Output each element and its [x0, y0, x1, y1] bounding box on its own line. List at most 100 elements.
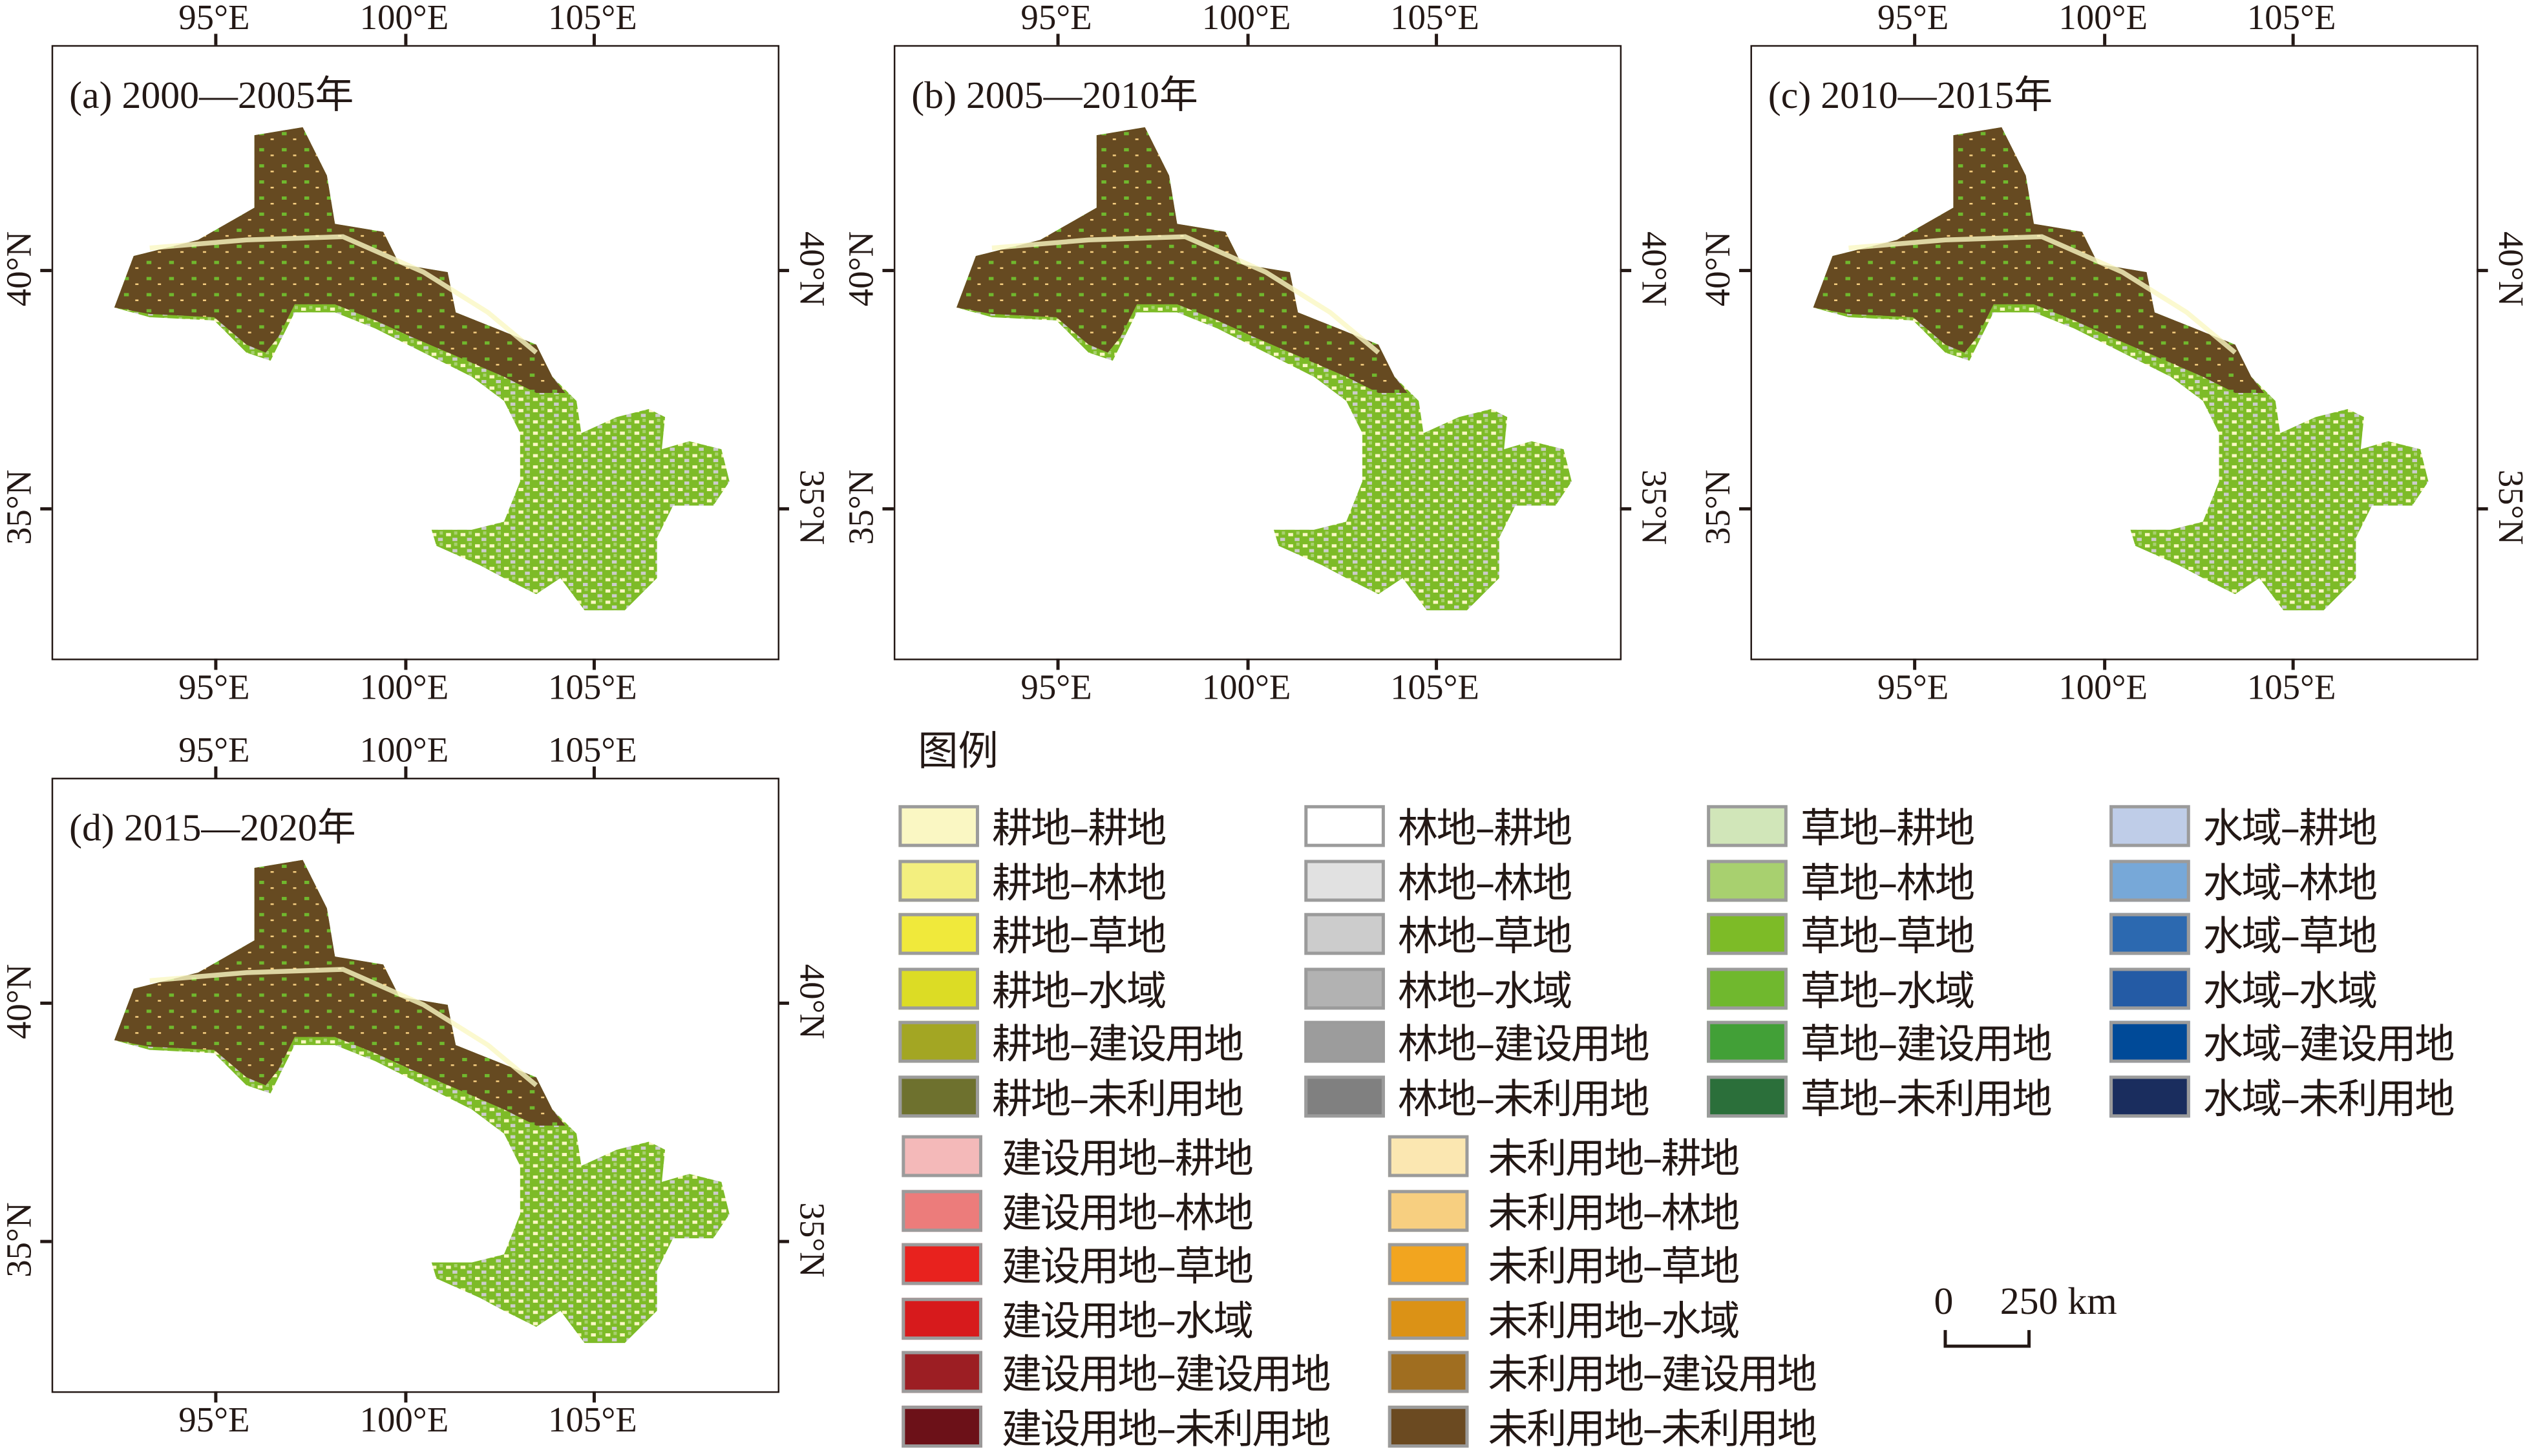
legend-item: 建设用地–林地: [902, 1189, 1254, 1236]
lon-tick-label-top: 100°E: [359, 729, 449, 770]
lon-tick-mark: [1435, 34, 1437, 45]
lat-tick-label-left: 35°N: [0, 1202, 39, 1278]
lon-tick-label-bottom: 100°E: [2058, 666, 2148, 707]
legend-item: 建设用地–耕地: [902, 1135, 1254, 1182]
legend-swatch: [2109, 913, 2190, 956]
legend-label: 水域–林地: [2203, 859, 2378, 906]
lon-tick-label-bottom: 95°E: [178, 1399, 250, 1440]
legend-label: 水域–建设用地: [2203, 1021, 2455, 1068]
lat-tick-label-right: 40°N: [1634, 231, 1675, 307]
lon-tick-label-top: 105°E: [1390, 0, 1479, 37]
legend-item: 水域–草地: [2109, 913, 2378, 960]
legend-item: 耕地–林地: [898, 859, 1167, 906]
lat-tick-mark: [882, 507, 894, 510]
legend-item: 草地–耕地: [1707, 805, 1975, 852]
gansu-land-use-map: [956, 127, 1572, 611]
legend-item: 水域–水域: [2109, 967, 2378, 1014]
panel-title: (c) 2010—2015年: [1768, 76, 2053, 118]
legend-item: 草地–未利用地: [1707, 1075, 2053, 1123]
legend-swatch: [902, 1189, 982, 1232]
legend-label: 建设用地–草地: [1001, 1243, 1254, 1291]
map-panel-b: (b) 2005—2010年: [893, 45, 1622, 660]
lon-tick-mark: [404, 659, 407, 670]
legend-swatch: [1304, 805, 1385, 847]
lon-tick-label-top: 100°E: [1201, 0, 1291, 37]
lon-tick-label-bottom: 105°E: [548, 1399, 637, 1440]
lon-tick-label-bottom: 95°E: [1020, 666, 1092, 707]
panel-title: (b) 2005—2010年: [911, 76, 1198, 118]
legend-label: 林地–耕地: [1397, 805, 1572, 852]
legend-item: 林地–林地: [1304, 859, 1572, 906]
legend-label: 建设用地–建设用地: [1001, 1351, 1331, 1398]
legend-label: 草地–水域: [1800, 967, 1975, 1015]
legend-label: 草地–林地: [1800, 859, 1975, 906]
lat-tick-mark: [882, 269, 894, 271]
legend-item: 未利用地–未利用地: [1388, 1406, 1817, 1453]
lat-tick-label-left: 35°N: [1697, 469, 1738, 545]
map-panel-d: (d) 2015—2020年: [51, 777, 779, 1393]
lon-tick-label-bottom: 105°E: [548, 666, 637, 707]
lat-tick-mark: [40, 269, 52, 271]
lat-tick-label-right: 40°N: [792, 231, 833, 307]
legend-label: 未利用地–耕地: [1488, 1135, 1740, 1182]
lat-tick-mark: [1739, 507, 1751, 510]
lon-tick-mark: [1246, 659, 1249, 670]
legend-item: 草地–草地: [1707, 913, 1975, 960]
legend-item: 耕地–建设用地: [898, 1021, 1244, 1068]
legend-label: 耕地–未利用地: [991, 1075, 1244, 1123]
legend-item: 草地–林地: [1707, 859, 1975, 906]
lon-tick-label-top: 95°E: [1877, 0, 1949, 37]
region-southeast: [1813, 127, 2429, 611]
lat-tick-label-right: 40°N: [792, 964, 833, 1040]
legend-label: 水域–未利用地: [2203, 1075, 2455, 1123]
lon-tick-mark: [2103, 659, 2106, 670]
legend-swatch: [898, 859, 979, 902]
lon-tick-mark: [592, 1391, 595, 1403]
lat-tick-mark: [777, 1001, 789, 1004]
region-northwest-desert: [1813, 127, 2265, 393]
lon-tick-mark: [2291, 659, 2294, 670]
legend-item: 耕地–草地: [898, 913, 1167, 960]
lat-tick-mark: [777, 1240, 789, 1243]
region-northwest-desert: [956, 127, 1408, 393]
lon-tick-mark: [2103, 34, 2106, 45]
legend-swatch: [1707, 1021, 1788, 1064]
legend-label: 建设用地–耕地: [1001, 1135, 1254, 1182]
legend-swatch: [1707, 967, 1788, 1009]
legend-label: 未利用地–草地: [1488, 1243, 1740, 1291]
lon-tick-label-top: 100°E: [359, 0, 449, 37]
region-southeast: [956, 127, 1572, 611]
lon-tick-label-top: 95°E: [1020, 0, 1092, 37]
lon-tick-label-top: 95°E: [178, 0, 250, 37]
legend-label: 未利用地–建设用地: [1488, 1351, 1817, 1398]
legend-swatch: [1388, 1406, 1469, 1448]
lat-tick-label-left: 35°N: [0, 469, 39, 545]
legend-label: 建设用地–未利用地: [1001, 1406, 1331, 1453]
lon-tick-label-bottom: 105°E: [1390, 666, 1479, 707]
legend-label: 建设用地–林地: [1001, 1189, 1254, 1236]
legend-label: 林地–林地: [1397, 859, 1572, 906]
lon-tick-label-bottom: 100°E: [359, 666, 449, 707]
lon-tick-label-bottom: 105°E: [2246, 666, 2336, 707]
lon-tick-mark: [1056, 659, 1059, 670]
legend-item: 未利用地–建设用地: [1388, 1351, 1817, 1398]
lat-tick-label-right: 35°N: [1634, 469, 1675, 545]
lat-tick-mark: [40, 1001, 52, 1004]
lat-tick-mark: [1620, 269, 1632, 271]
legend-label: 耕地–林地: [991, 859, 1167, 906]
legend-swatch: [1304, 913, 1385, 956]
legend-item: 林地–未利用地: [1304, 1075, 1650, 1123]
legend-swatch: [1707, 913, 1788, 956]
legend-swatch: [1707, 805, 1788, 847]
legend-item: 建设用地–草地: [902, 1243, 1254, 1290]
region-northwest-desert: [114, 127, 565, 393]
legend-label: 草地–建设用地: [1800, 1021, 2053, 1068]
lon-tick-mark: [214, 34, 217, 45]
lat-tick-mark: [1620, 507, 1632, 510]
lat-tick-mark: [40, 507, 52, 510]
map-panel-a: (a) 2000—2005年: [51, 45, 779, 660]
legend-item: 耕地–耕地: [898, 805, 1167, 852]
lat-tick-label-left: 40°N: [0, 964, 39, 1040]
legend-item: 未利用地–水域: [1388, 1297, 1740, 1344]
legend-swatch: [1388, 1135, 1469, 1177]
